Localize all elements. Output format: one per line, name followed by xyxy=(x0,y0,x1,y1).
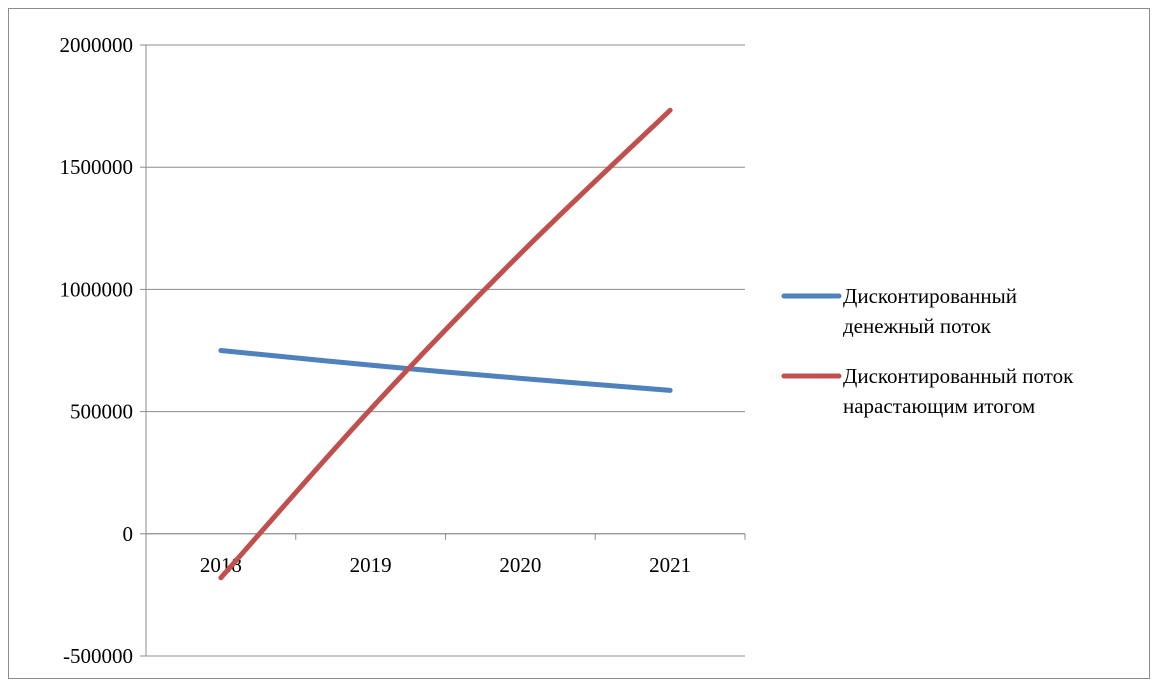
legend-label-line: Дисконтированный xyxy=(843,284,1017,308)
series-lines xyxy=(218,107,673,581)
y-tick-label: 500000 xyxy=(70,400,133,424)
x-tick-label: 2021 xyxy=(649,553,691,577)
series-line-2 xyxy=(218,107,673,581)
y-tick-label: -500000 xyxy=(63,644,133,668)
y-tick-label: 1500000 xyxy=(60,155,134,179)
y-tick-label: 2000000 xyxy=(60,33,134,57)
chart-frame: 2000000 1500000 1000000 500000 0 -500000 2018… xyxy=(8,8,1150,679)
axes xyxy=(140,44,746,657)
legend-label-line: денежный поток xyxy=(843,314,992,338)
x-tick-label: 2020 xyxy=(499,553,541,577)
legend-label-line: Дисконтированный поток xyxy=(843,364,1074,388)
legend-label-1: Дисконтированный денежный поток xyxy=(843,284,1017,338)
legend-label-line: нарастающим итогом xyxy=(843,394,1035,418)
y-tick-label: 1000000 xyxy=(60,277,134,301)
legend: Дисконтированный денежный потокДисконтиро… xyxy=(781,284,1074,418)
y-tick-labels: 2000000 1500000 1000000 500000 0 -500000 xyxy=(60,33,134,668)
legend-label-2: Дисконтированный поток нарастающим итогом xyxy=(843,364,1074,418)
x-tick-label: 2019 xyxy=(350,553,392,577)
y-tick-label: 0 xyxy=(123,522,134,546)
series-line-1 xyxy=(218,348,673,393)
x-tick-labels: 2018 2019 2020 2021 xyxy=(200,553,691,577)
